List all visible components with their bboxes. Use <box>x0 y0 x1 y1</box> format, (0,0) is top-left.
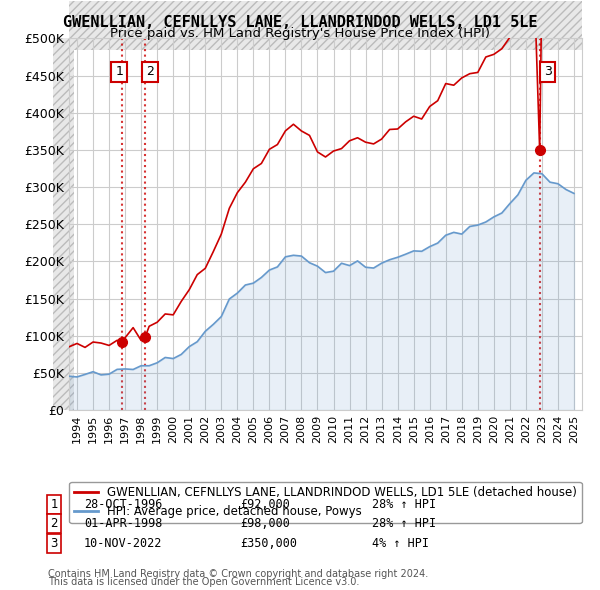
Text: 3: 3 <box>544 65 551 78</box>
Text: Contains HM Land Registry data © Crown copyright and database right 2024.: Contains HM Land Registry data © Crown c… <box>48 569 428 579</box>
Text: Price paid vs. HM Land Registry's House Price Index (HPI): Price paid vs. HM Land Registry's House … <box>110 27 490 40</box>
Text: 1: 1 <box>115 65 123 78</box>
Text: 10-NOV-2022: 10-NOV-2022 <box>84 537 163 550</box>
Text: 28% ↑ HPI: 28% ↑ HPI <box>372 498 436 511</box>
Text: GWENLLIAN, CEFNLLYS LANE, LLANDRINDOD WELLS, LD1 5LE: GWENLLIAN, CEFNLLYS LANE, LLANDRINDOD WE… <box>63 15 537 30</box>
Text: 01-APR-1998: 01-APR-1998 <box>84 517 163 530</box>
Text: 1: 1 <box>50 498 58 511</box>
Text: 4% ↑ HPI: 4% ↑ HPI <box>372 537 429 550</box>
Text: 28% ↑ HPI: 28% ↑ HPI <box>372 517 436 530</box>
Legend: GWENLLIAN, CEFNLLYS LANE, LLANDRINDOD WELLS, LD1 5LE (detached house), HPI: Aver: GWENLLIAN, CEFNLLYS LANE, LLANDRINDOD WE… <box>70 482 581 523</box>
Text: 28-OCT-1996: 28-OCT-1996 <box>84 498 163 511</box>
Text: £98,000: £98,000 <box>240 517 290 530</box>
Text: 2: 2 <box>146 65 154 78</box>
Text: 2: 2 <box>50 517 58 530</box>
Text: 3: 3 <box>50 537 58 550</box>
Text: £350,000: £350,000 <box>240 537 297 550</box>
Text: This data is licensed under the Open Government Licence v3.0.: This data is licensed under the Open Gov… <box>48 577 359 587</box>
Text: £92,000: £92,000 <box>240 498 290 511</box>
